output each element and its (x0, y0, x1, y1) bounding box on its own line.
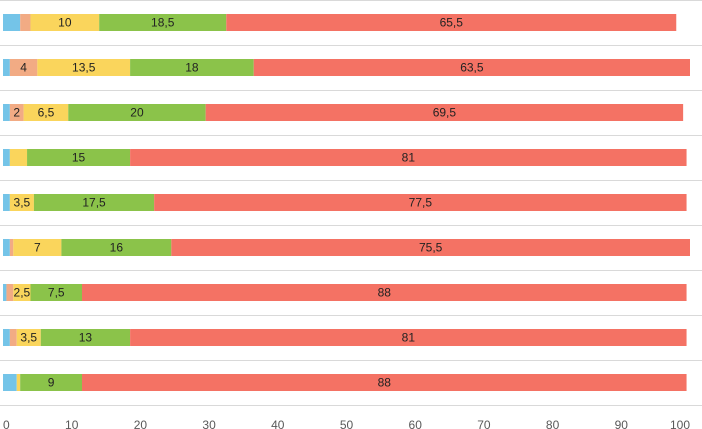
x-tick-label: 10 (65, 418, 79, 429)
data-label: 88 (378, 286, 392, 300)
data-label: 69,5 (433, 106, 457, 120)
bar-segment (30, 14, 100, 31)
bar-segment (3, 374, 17, 391)
bar-segment (27, 149, 131, 166)
x-tick-label: 0 (3, 418, 10, 429)
x-tick-label: 60 (409, 418, 423, 429)
data-label: 3,5 (14, 196, 31, 210)
data-label: 7,5 (48, 286, 65, 300)
data-label: 88 (378, 376, 392, 390)
bar-segment (3, 239, 10, 256)
data-label: 20 (130, 106, 144, 120)
bar-segment (3, 59, 10, 76)
bar-segment (9, 329, 17, 346)
data-label: 75,5 (419, 241, 443, 255)
x-tick-label: 30 (202, 418, 216, 429)
bar-row: 2,5 7,5 88 (3, 284, 687, 301)
data-label: 18 (185, 61, 199, 75)
bar-segment (171, 239, 690, 256)
bar-segment (3, 149, 10, 166)
bar-segment (30, 284, 83, 301)
data-label: 6,5 (38, 106, 55, 120)
bar-segment (82, 284, 687, 301)
x-tick-label: 20 (134, 418, 148, 429)
x-tick-label: 100 (670, 418, 690, 429)
bar-segment (3, 284, 7, 301)
bar-row: 10 18,5 65,5 (3, 14, 677, 31)
x-tick-label: 90 (615, 418, 629, 429)
bar-row: 9 88 (3, 374, 687, 391)
bar-segment (68, 104, 206, 121)
x-axis-ticks: 0 10 20 30 40 50 60 70 80 90 100 (3, 418, 690, 429)
bar-segment (40, 329, 131, 346)
bar-segment (6, 284, 14, 301)
bar-segment (9, 239, 14, 256)
data-label: 16 (110, 241, 124, 255)
data-label: 77,5 (409, 196, 433, 210)
data-label: 18,5 (151, 16, 175, 30)
bar-row: 2 6,5 20 69,5 (3, 104, 684, 121)
data-label: 13 (79, 331, 93, 345)
bar-segment (130, 59, 254, 76)
x-tick-label: 70 (477, 418, 491, 429)
bar-segment (13, 284, 31, 301)
data-label: 2 (13, 106, 20, 120)
x-tick-label: 40 (271, 418, 285, 429)
bar-segment (20, 14, 31, 31)
data-label: 2,5 (14, 286, 31, 300)
bar-segment (9, 149, 28, 166)
data-label: 81 (402, 331, 416, 345)
bar-segment (33, 194, 155, 211)
bar-segment (226, 14, 677, 31)
bar-segment (61, 239, 172, 256)
gridlines (0, 0, 702, 406)
bar-segment (20, 374, 83, 391)
data-label: 4 (20, 61, 27, 75)
bar-segment (205, 104, 684, 121)
bar-segment (16, 374, 21, 391)
bar-segment (130, 149, 687, 166)
data-label: 65,5 (440, 16, 464, 30)
data-label: 3,5 (20, 331, 37, 345)
bar-segment (130, 329, 687, 346)
bar-segment (16, 329, 41, 346)
bar-segment (3, 104, 10, 121)
bar-segment (9, 59, 38, 76)
bar-segment (82, 374, 687, 391)
bar-segment (154, 194, 687, 211)
bar-segment (3, 14, 21, 31)
data-label: 13,5 (72, 61, 96, 75)
x-tick-label: 80 (546, 418, 560, 429)
data-label: 10 (58, 16, 72, 30)
data-label: 7 (34, 241, 41, 255)
bars: 10 18,5 65,54 13,5 18 63,52 6,5 20 69,515 813,5 17… (3, 14, 690, 391)
bar-segment (253, 59, 690, 76)
bar-segment (9, 104, 24, 121)
bar-row: 4 13,5 18 63,5 (3, 59, 690, 76)
bar-row: 3,5 17,5 77,5 (3, 194, 687, 211)
bar-row: 7 16 75,5 (3, 239, 690, 256)
data-label: 15 (72, 151, 86, 165)
bar-segment (23, 104, 69, 121)
bar-row: 3,5 13 81 (3, 329, 687, 346)
data-label: 63,5 (460, 61, 484, 75)
bar-row: 15 81 (3, 149, 687, 166)
bar-segment (13, 239, 62, 256)
data-label: 17,5 (82, 196, 106, 210)
data-label: 81 (402, 151, 416, 165)
bar-segment (9, 194, 34, 211)
data-label: 9 (48, 376, 55, 390)
bar-segment (3, 329, 10, 346)
x-tick-label: 50 (340, 418, 354, 429)
bar-segment (37, 59, 131, 76)
bar-segment (99, 14, 227, 31)
bar-segment (3, 194, 10, 211)
